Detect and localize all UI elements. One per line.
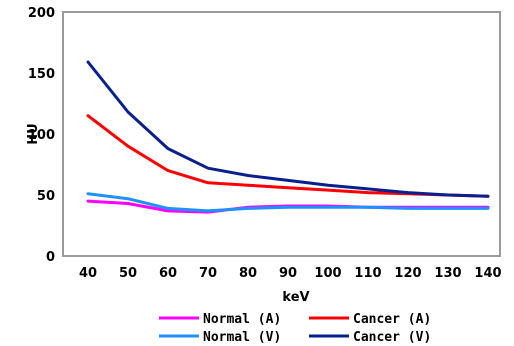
legend-label: Normal (V) <box>203 330 281 345</box>
y-tick-label: 0 <box>46 250 55 265</box>
series-line-3 <box>86 192 490 213</box>
series-line-2 <box>86 114 490 198</box>
legend-label: Normal (A) <box>203 312 281 327</box>
x-tick-label: 90 <box>279 266 297 281</box>
series-lines <box>86 60 490 214</box>
x-tick-label: 50 <box>119 266 137 281</box>
x-axis-ticks: 40 50 60 70 80 90 100 110 120 130 140 <box>79 266 502 281</box>
y-tick-label: 100 <box>28 128 55 143</box>
legend-label: Cancer (A) <box>353 312 431 327</box>
y-tick-label: 150 <box>28 67 55 82</box>
y-axis-ticks: 0 50 100 150 200 <box>28 6 55 265</box>
y-axis-title: HU <box>26 123 41 144</box>
series-line-4 <box>86 60 490 198</box>
x-axis-title: keV <box>282 290 309 305</box>
x-tick-label: 130 <box>434 266 461 281</box>
x-tick-label: 60 <box>159 266 177 281</box>
x-tick-label: 110 <box>354 266 381 281</box>
x-tick-label: 70 <box>199 266 217 281</box>
legend: Normal (A) Cancer (A) Normal (V) Cancer (V) <box>159 312 431 345</box>
plot-area-frame <box>62 11 501 257</box>
x-tick-label: 80 <box>239 266 257 281</box>
legend-label: Cancer (V) <box>353 330 431 345</box>
x-tick-label: 40 <box>79 266 97 281</box>
y-tick-label: 50 <box>37 189 55 204</box>
y-tick-label: 200 <box>28 6 55 21</box>
x-tick-label: 100 <box>314 266 341 281</box>
x-tick-label: 140 <box>474 266 501 281</box>
x-tick-label: 120 <box>394 266 421 281</box>
